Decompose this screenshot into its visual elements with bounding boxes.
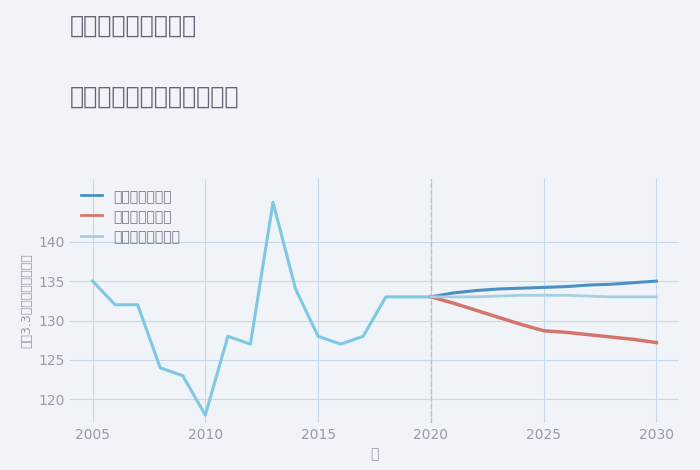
X-axis label: 年: 年 xyxy=(370,447,379,462)
Text: 中古マンションの価格推移: 中古マンションの価格推移 xyxy=(70,85,239,109)
Y-axis label: 坪（3.3㎡）単価（万円）: 坪（3.3㎡）単価（万円） xyxy=(20,253,33,348)
Text: 兵庫県白浜の宮駅の: 兵庫県白浜の宮駅の xyxy=(70,14,197,38)
Legend: グッドシナリオ, バッドシナリオ, ノーマルシナリオ: グッドシナリオ, バッドシナリオ, ノーマルシナリオ xyxy=(77,186,184,248)
